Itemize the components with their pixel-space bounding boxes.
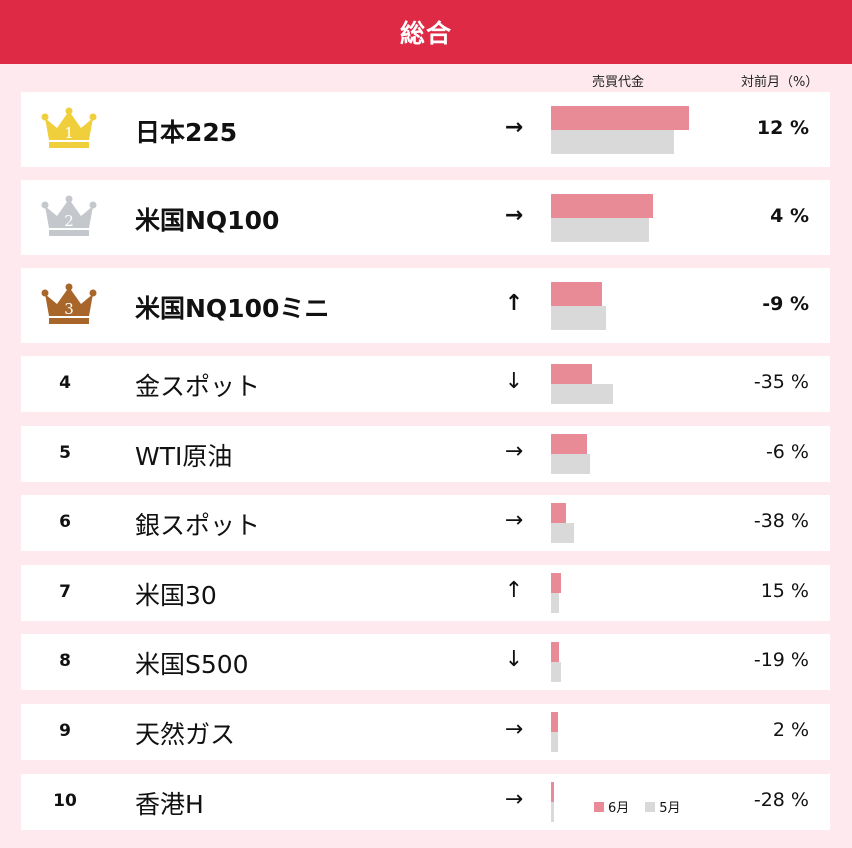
svg-text:2: 2 bbox=[64, 212, 74, 230]
bar-current bbox=[551, 434, 587, 454]
svg-text:1: 1 bbox=[64, 124, 74, 142]
ranking-row: 1 日本225 → 12 % bbox=[21, 92, 830, 167]
ranking-row: 5 WTI原油 → -6 % bbox=[21, 426, 830, 482]
rank-number: 5 bbox=[59, 443, 71, 463]
bar-previous bbox=[551, 384, 613, 404]
instrument-name: 日本225 bbox=[135, 117, 238, 147]
crown-icon: 1 bbox=[41, 106, 97, 150]
legend: 6月 5月 bbox=[594, 797, 681, 816]
crown-icon: 2 bbox=[41, 194, 97, 238]
instrument-name: 米国30 bbox=[135, 581, 217, 610]
bar-previous bbox=[551, 662, 561, 682]
down-arrow-icon: ↓ bbox=[504, 647, 524, 672]
right-arrow-icon: → bbox=[504, 508, 524, 533]
ranking-row: 6 銀スポット → -38 % bbox=[21, 495, 830, 551]
legend-swatch-current bbox=[594, 801, 604, 812]
bar-current bbox=[551, 642, 559, 662]
right-arrow-icon: → bbox=[504, 717, 524, 742]
bar-previous bbox=[551, 129, 674, 154]
bar-current bbox=[551, 573, 561, 593]
bar-previous bbox=[551, 732, 558, 752]
bar-previous bbox=[551, 523, 574, 543]
change-percent: -9 % bbox=[762, 292, 809, 315]
instrument-name: 銀スポット bbox=[135, 511, 261, 540]
ranking-row: 2 米国NQ100 → 4 % bbox=[21, 180, 830, 255]
bar-current bbox=[551, 193, 653, 218]
bar-previous bbox=[551, 217, 649, 242]
bar-current bbox=[551, 782, 554, 802]
bar-current bbox=[551, 105, 689, 130]
column-header-volume: 売買代金 bbox=[592, 75, 645, 90]
right-arrow-icon: → bbox=[504, 439, 524, 464]
rank-number: 6 bbox=[59, 512, 71, 532]
change-percent: -35 % bbox=[753, 371, 809, 393]
instrument-name: 金スポット bbox=[135, 372, 261, 401]
right-arrow-icon: → bbox=[504, 202, 524, 228]
bar-previous bbox=[551, 305, 606, 330]
right-arrow-icon: → bbox=[504, 114, 524, 140]
down-arrow-icon: ↓ bbox=[504, 369, 524, 394]
instrument-name: WTI原油 bbox=[135, 442, 233, 471]
rank-number: 9 bbox=[59, 721, 71, 741]
instrument-name: 香港H bbox=[135, 790, 204, 819]
column-header-change: 対前月（%） bbox=[741, 75, 819, 90]
rank-number: 10 bbox=[53, 791, 77, 811]
change-percent: 4 % bbox=[770, 204, 809, 227]
instrument-name: 米国S500 bbox=[135, 650, 249, 679]
change-percent: -38 % bbox=[753, 510, 809, 532]
bar-previous bbox=[551, 802, 554, 822]
right-arrow-icon: → bbox=[504, 787, 524, 812]
legend-swatch-previous bbox=[645, 801, 656, 812]
page-title: 総合 bbox=[399, 19, 452, 48]
bar-current bbox=[551, 281, 602, 306]
bar-previous bbox=[551, 454, 590, 474]
instrument-name: 米国NQ100ミニ bbox=[135, 293, 330, 323]
bar-current bbox=[551, 364, 592, 384]
change-percent: -6 % bbox=[765, 441, 809, 463]
ranking-row: 10 香港H → -28 % bbox=[21, 774, 830, 830]
rank-number: 8 bbox=[59, 651, 71, 671]
change-percent: 15 % bbox=[760, 580, 809, 602]
rank-number: 7 bbox=[59, 582, 71, 602]
header-bar: 総合 bbox=[0, 0, 852, 64]
bar-previous bbox=[551, 593, 559, 613]
bar-current bbox=[551, 712, 558, 732]
ranking-row: 3 米国NQ100ミニ ↑ -9 % bbox=[21, 268, 830, 343]
crown-icon: 3 bbox=[41, 282, 97, 326]
svg-text:3: 3 bbox=[64, 300, 74, 318]
ranking-row: 4 金スポット ↓ -35 % bbox=[21, 356, 830, 412]
ranking-row: 9 天然ガス → 2 % bbox=[21, 704, 830, 760]
change-percent: -28 % bbox=[753, 789, 809, 811]
change-percent: -19 % bbox=[753, 649, 809, 671]
rank-number: 4 bbox=[59, 373, 71, 393]
up-arrow-icon: ↑ bbox=[504, 290, 524, 316]
change-percent: 12 % bbox=[756, 116, 809, 139]
instrument-name: 天然ガス bbox=[135, 720, 236, 749]
ranking-row: 7 米国30 ↑ 15 % bbox=[21, 565, 830, 621]
bar-current bbox=[551, 503, 566, 523]
change-percent: 2 % bbox=[772, 719, 809, 741]
ranking-row: 8 米国S500 ↓ -19 % bbox=[21, 634, 830, 690]
legend-label-previous: 5月 bbox=[659, 801, 681, 816]
legend-label-current: 6月 bbox=[608, 801, 630, 816]
up-arrow-icon: ↑ bbox=[504, 578, 524, 603]
instrument-name: 米国NQ100 bbox=[135, 205, 280, 235]
